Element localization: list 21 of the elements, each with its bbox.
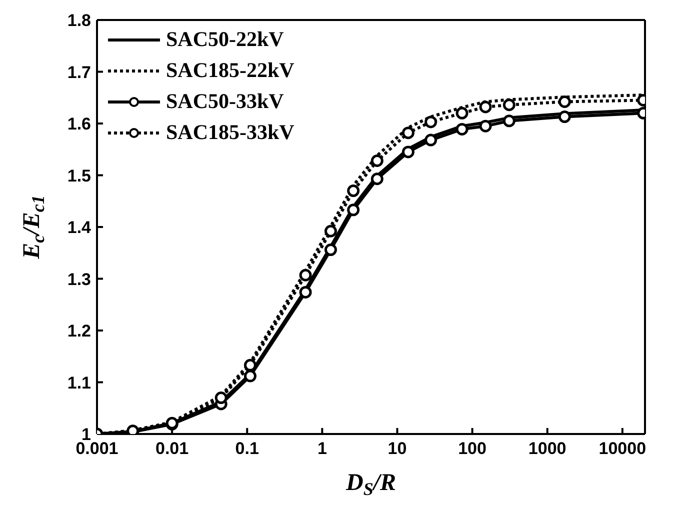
legend-label: SAC50-33kV xyxy=(166,89,284,114)
x-tick-label: 10000 xyxy=(598,439,646,458)
x-tick-label: 0.001 xyxy=(76,439,118,458)
legend-label: SAC50-22kV xyxy=(166,27,284,52)
x-tick-label: 1 xyxy=(317,439,327,458)
x-tick-label: 0.1 xyxy=(235,439,259,458)
y-tick-label: 1.5 xyxy=(67,166,91,186)
x-tick-label: 0.01 xyxy=(156,439,189,458)
y-tick-label: 1.6 xyxy=(67,114,91,134)
y-tick-label: 1.2 xyxy=(67,322,91,341)
legend-label: SAC185-22kV xyxy=(166,58,294,83)
y-tick-label: 1.1 xyxy=(67,373,91,392)
x-tick-label: 10 xyxy=(388,439,407,458)
y-tick-label: 1.8 xyxy=(67,11,91,30)
legend-label: SAC185-33kV xyxy=(166,120,294,145)
y-tick-label: 1.4 xyxy=(67,218,92,238)
y-tick-label: 1.3 xyxy=(67,270,91,289)
x-axis-title: D$_{S}$/R xyxy=(344,470,396,500)
x-tick-label: 1000 xyxy=(528,439,566,458)
y-tick-label: 1.7 xyxy=(67,62,91,82)
x-tick-label: 100 xyxy=(458,439,486,458)
